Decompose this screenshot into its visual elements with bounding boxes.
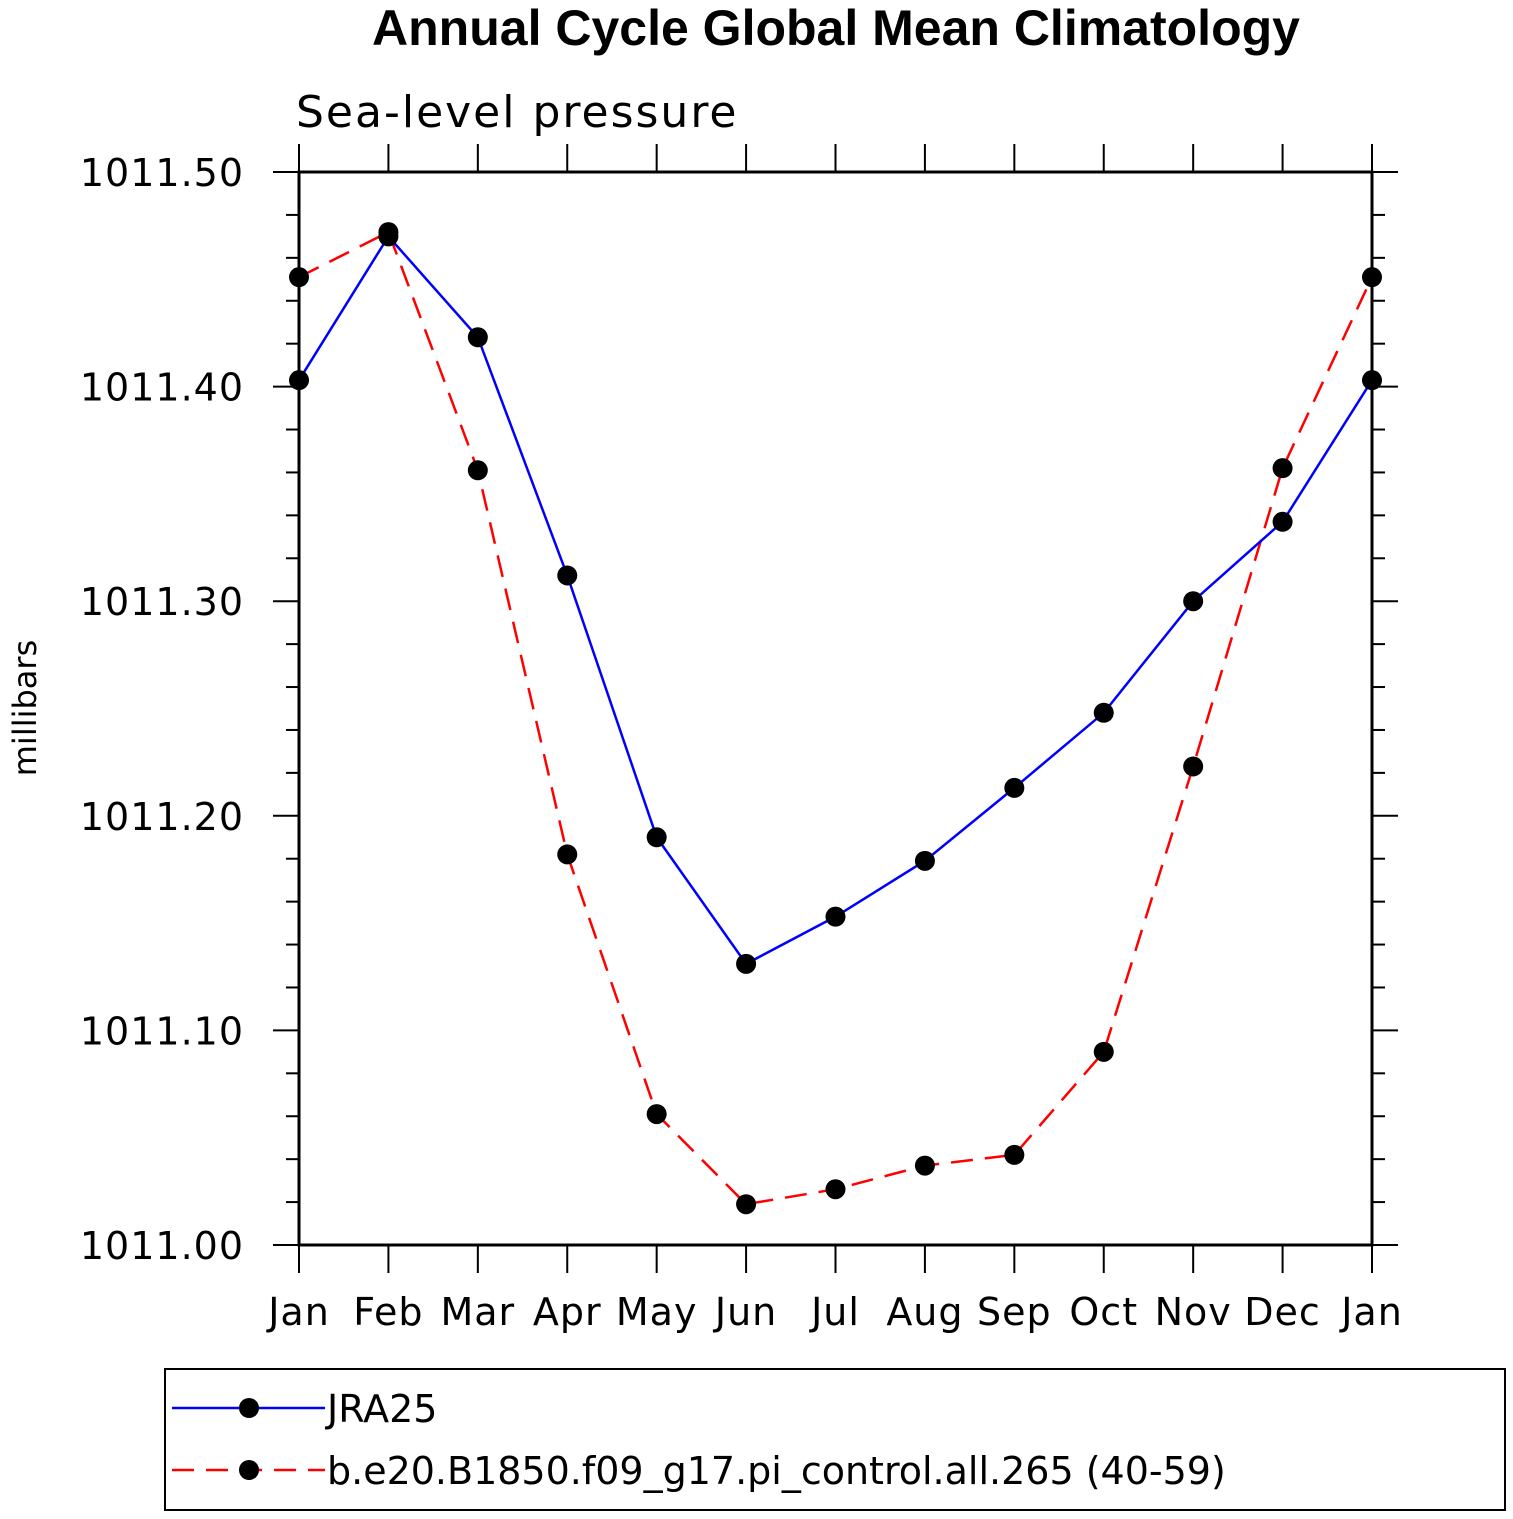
x-tick-label: Feb [353,1290,423,1334]
y-tick-label: 1011.40 [80,366,244,410]
data-point [736,1194,757,1215]
data-point [1093,702,1114,723]
legend-marker [239,1398,259,1418]
x-tick-label: Jun [713,1290,777,1334]
data-point [1004,777,1025,798]
data-point [825,906,846,927]
data-point [378,222,399,243]
chart-title: Annual Cycle Global Mean Climatology [372,0,1300,56]
data-point [914,850,935,871]
series-line [298,230,1374,1206]
chart-subtitle: Sea-level pressure [296,87,739,138]
x-tick-label: Sep [977,1290,1052,1334]
data-point [825,1179,846,1200]
data-point [1362,370,1382,391]
legend-box [164,1368,1506,1511]
x-tick-label: Aug [886,1290,963,1334]
y-axis-ticks: 1011.00 1011.10 1011.20 1011.30 1011.40 1011.… [80,151,1398,1268]
x-tick-label: Jul [809,1290,860,1334]
data-point [467,327,488,348]
series-line [297,234,1374,966]
x-tick-label: Oct [1069,1290,1138,1334]
x-axis-ticks: Jan Feb Mar Apr May Jun Jul Aug Sep Oct Nov Dec Jan [266,144,1403,1334]
legend-label: b.e20.B1850.f09_g17.pi_control.all.265 (… [327,1449,1226,1493]
data-point [736,953,757,974]
data-point [1272,511,1293,532]
data-point [646,1104,667,1125]
data-point [1272,458,1293,479]
y-tick-label: 1011.00 [80,1224,244,1268]
y-tick-label: 1011.50 [80,151,244,195]
legend-marker [239,1460,259,1480]
legend-label: JRA25 [325,1387,437,1431]
data-point [1183,756,1204,777]
x-tick-label: Dec [1244,1290,1321,1334]
data-point [557,565,578,586]
x-tick-label: May [616,1290,698,1334]
x-tick-label: Jan [266,1290,330,1334]
y-tick-label: 1011.10 [80,1009,244,1053]
data-point [1362,267,1382,288]
series-layer [289,222,1382,1215]
data-point [1183,591,1204,612]
x-tick-label: Nov [1155,1290,1232,1334]
data-point [646,827,667,848]
data-point [557,844,578,865]
data-point [289,267,309,288]
data-point [914,1155,935,1176]
y-tick-label: 1011.20 [80,795,244,839]
data-point [1004,1144,1025,1165]
x-tick-label: Jan [1339,1290,1403,1334]
legend: JRA25 b.e20.B1850.f09_g17.pi_control.all.… [172,1387,1226,1493]
y-tick-label: 1011.30 [80,580,244,624]
data-point [1093,1041,1114,1062]
data-point [289,370,309,391]
y-axis-label: millibars [6,640,44,776]
data-point [467,460,488,481]
x-tick-label: Mar [440,1290,515,1334]
x-tick-label: Apr [533,1290,602,1334]
